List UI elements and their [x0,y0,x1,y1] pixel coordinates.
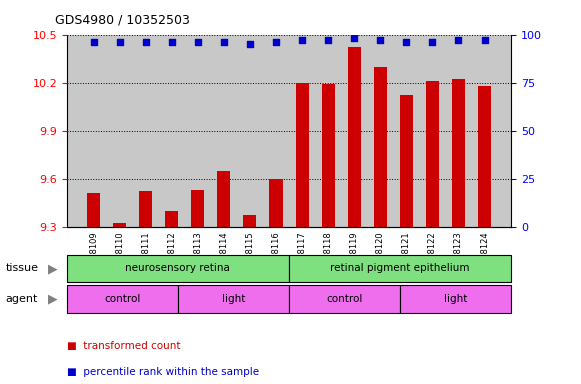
Point [115,39,124,45]
Bar [400,95,413,227]
Text: neurosensory retina: neurosensory retina [125,263,231,273]
Text: agent: agent [6,294,38,304]
Bar [191,190,205,227]
Point [193,39,202,45]
Point [245,41,254,47]
Bar [452,79,465,227]
Text: ▶: ▶ [48,262,57,275]
Point [350,35,359,41]
Bar [289,255,511,282]
Text: ■  transformed count: ■ transformed count [67,341,180,351]
Point [401,39,411,45]
Bar [289,285,400,313]
Bar [139,191,152,227]
Bar [347,47,361,227]
Text: ■  percentile rank within the sample: ■ percentile rank within the sample [67,367,259,377]
Bar [165,210,178,227]
Point [376,37,385,43]
Bar [270,179,282,227]
Bar [87,193,100,227]
Point [167,39,177,45]
Text: light: light [444,294,467,304]
Bar [478,86,491,227]
Text: retinal pigment epithelium: retinal pigment epithelium [331,263,470,273]
Point [297,37,307,43]
Text: GDS4980 / 10352503: GDS4980 / 10352503 [55,14,190,27]
Point [141,39,150,45]
Point [454,37,463,43]
Bar [67,285,178,313]
Bar [113,223,126,227]
Bar [67,255,289,282]
Bar [217,170,231,227]
Point [89,39,98,45]
Text: tissue: tissue [6,263,39,273]
Point [428,39,437,45]
Text: control: control [104,294,141,304]
Bar [374,66,387,227]
Point [219,39,228,45]
Bar [426,81,439,227]
Text: ▶: ▶ [48,293,57,306]
Text: control: control [327,294,363,304]
Point [480,37,489,43]
Bar [296,83,309,227]
Point [271,39,281,45]
Bar [243,215,256,227]
Point [324,37,333,43]
Text: light: light [222,294,245,304]
Bar [178,285,289,313]
Bar [322,84,335,227]
Bar [400,285,511,313]
